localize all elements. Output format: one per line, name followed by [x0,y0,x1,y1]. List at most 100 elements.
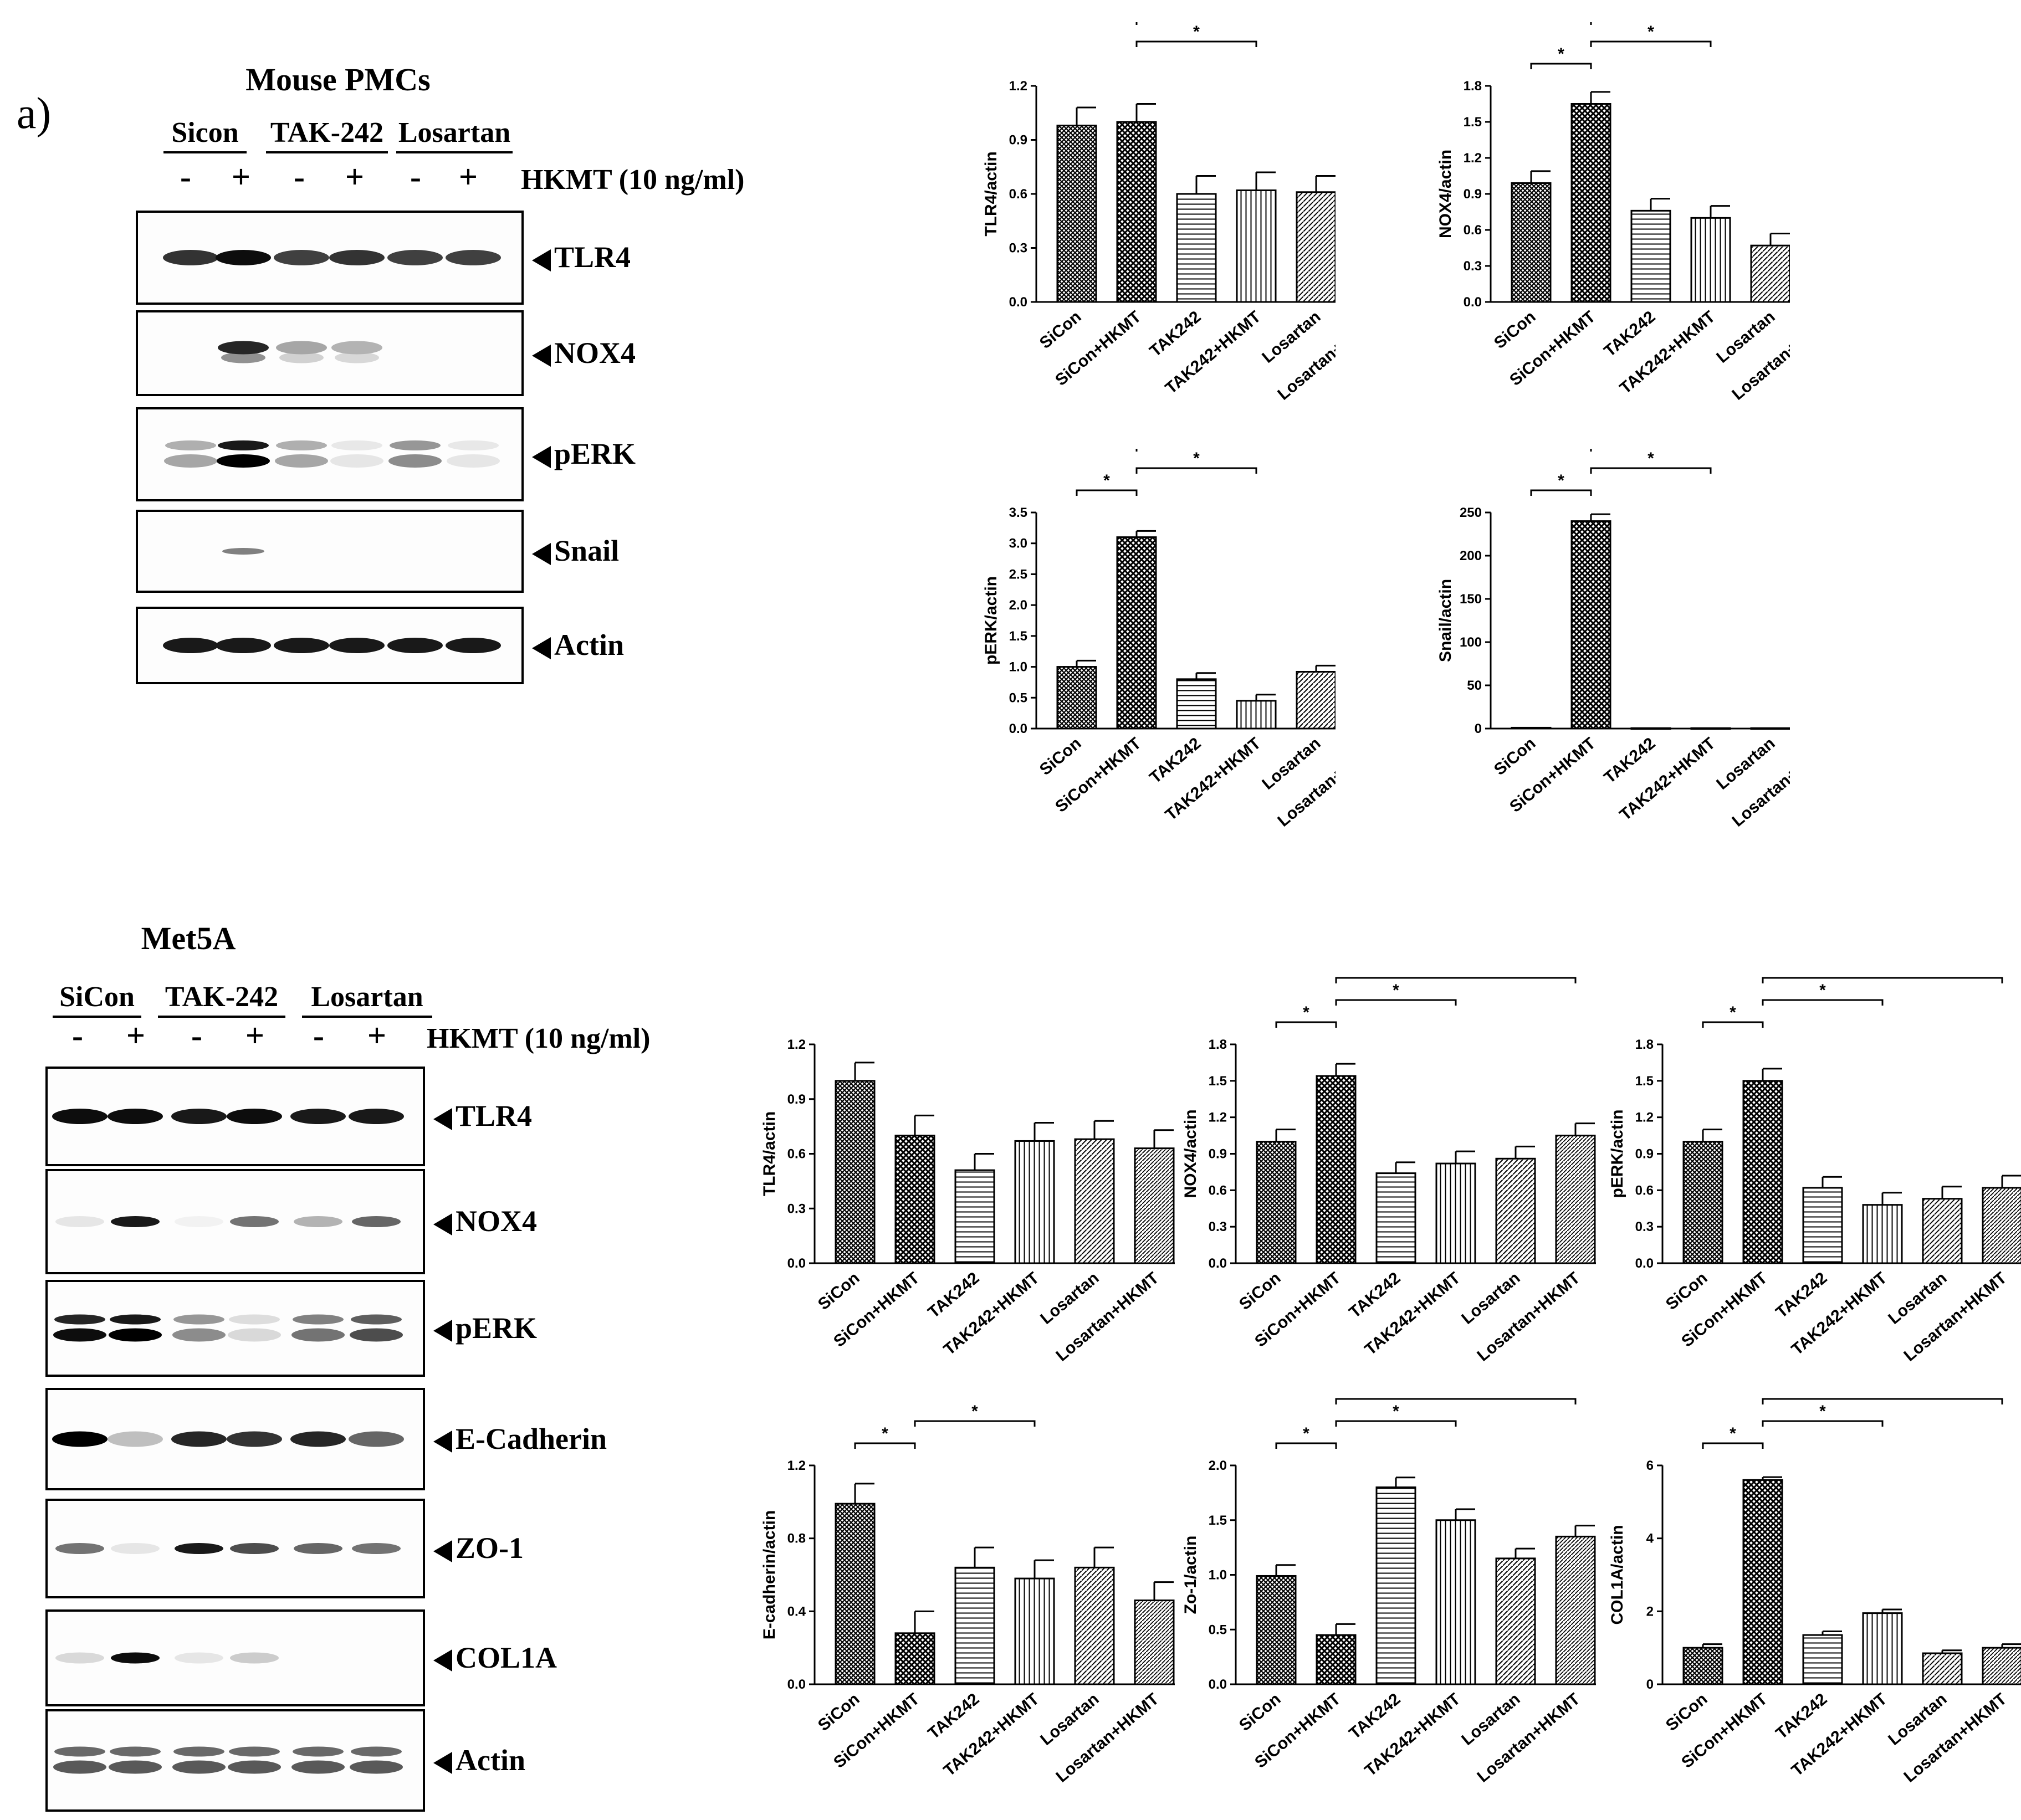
bar [1316,1634,1357,1685]
x-tick-label: SiCon [1662,1690,1711,1735]
arrow-icon [532,542,551,565]
blot-title: Mouse PMCs [245,61,431,98]
significance-bracket [1335,1420,1457,1427]
significance-bracket [1530,489,1592,496]
group-label: TAK-242 [266,116,388,153]
x-tick-label: SiCon [1236,1690,1285,1735]
y-tick-label: 4 [1646,1531,1654,1546]
y-tick-label: 1.8 [1464,79,1482,94]
blot-band-box-nox4 [136,310,524,396]
band [350,1760,403,1774]
bar [1802,1634,1843,1685]
significance-bracket [1590,40,1712,47]
band [290,1431,346,1447]
bar [1236,700,1277,730]
band [447,454,500,468]
significance-label: * [1452,1396,1459,1398]
x-tick-label: Losartan+HKMT [1052,1269,1162,1365]
x-tick-label: Losartan+HKMT [1473,1690,1583,1786]
bar [1116,536,1157,730]
significance-bracket [1530,63,1592,69]
bar [1074,1566,1115,1685]
y-tick-label: 1.2 [787,1458,806,1473]
band [329,638,385,653]
blot-band-box-actin [136,607,524,684]
arrow-icon [433,1320,452,1342]
bar [1690,217,1731,303]
y-tick-label: 1.5 [1209,1513,1227,1528]
significance-label: * [1558,471,1564,490]
sign-label: + [231,158,251,195]
significance-label: * [1303,1424,1309,1443]
band [163,250,218,265]
band-label-perk: pERK [433,1311,537,1345]
y-tick-label: 1.5 [1209,1074,1227,1089]
bar [1802,1187,1843,1264]
y-tick-label: 150 [1460,592,1482,607]
band [294,1543,342,1554]
band [387,638,443,653]
bar [1056,666,1097,730]
band-label-e-cadherin: E-Cadherin [433,1422,607,1456]
bar [1134,1147,1175,1264]
bar [1296,191,1336,303]
arrow-icon [433,1108,452,1130]
significance-bracket [1590,22,1592,25]
sign-label: - [72,1017,83,1054]
sign-label: + [126,1017,146,1054]
band [221,352,265,363]
y-tick-label: 0.9 [1009,133,1027,148]
sign-label: - [180,158,191,195]
y-tick-label: 0.3 [1635,1219,1654,1234]
band [53,1328,106,1342]
y-axis-label: NOX4/actin [1181,1109,1200,1198]
band [351,1314,402,1325]
sign-label: + [367,1017,387,1054]
x-tick-label: TAK242 [1600,307,1659,361]
y-axis-label: Zo-1/actin [1181,1536,1200,1614]
blot-band-box-perk [45,1280,425,1377]
y-tick-label: 0 [1475,721,1482,736]
band [229,1746,280,1757]
band [172,1328,226,1342]
band [293,1746,344,1757]
bar [1630,727,1671,730]
band [294,1216,342,1227]
arrow-icon [532,249,551,271]
sign-label: + [458,158,478,195]
y-tick-label: 0.5 [1209,1622,1227,1637]
group-label: Losartan [302,981,432,1018]
bar [1176,678,1217,730]
bar [1682,1141,1723,1264]
significance-bracket [854,1442,916,1449]
bar [1922,1198,1963,1264]
band [175,1543,223,1554]
band [110,1314,161,1325]
blot-band-box-snail [136,510,524,593]
bar [1316,1075,1357,1264]
band [276,440,327,450]
bar [1690,727,1731,730]
arrow-icon [532,637,551,659]
blot-band-box-e-cadherin [45,1388,425,1490]
significance-bracket [1135,467,1257,474]
group-label: TAK-242 [158,981,285,1018]
bar [1256,1575,1297,1685]
y-tick-label: 50 [1467,678,1482,693]
bar [954,1566,995,1685]
band-label-perk: pERK [532,437,636,471]
band-label-nox4: NOX4 [532,336,636,370]
y-tick-label: 0.9 [787,1092,806,1107]
band [111,1216,160,1227]
y-tick-label: 1.5 [1464,115,1482,130]
bar [835,1503,876,1685]
band [387,250,443,265]
bar [835,1080,876,1264]
significance-bracket [914,1420,1036,1427]
band [448,440,499,450]
significance-bracket [1275,1442,1337,1449]
band [290,1109,346,1124]
y-tick-label: 1.5 [1635,1074,1654,1089]
band [163,638,218,653]
significance-label: * [1730,1003,1736,1022]
